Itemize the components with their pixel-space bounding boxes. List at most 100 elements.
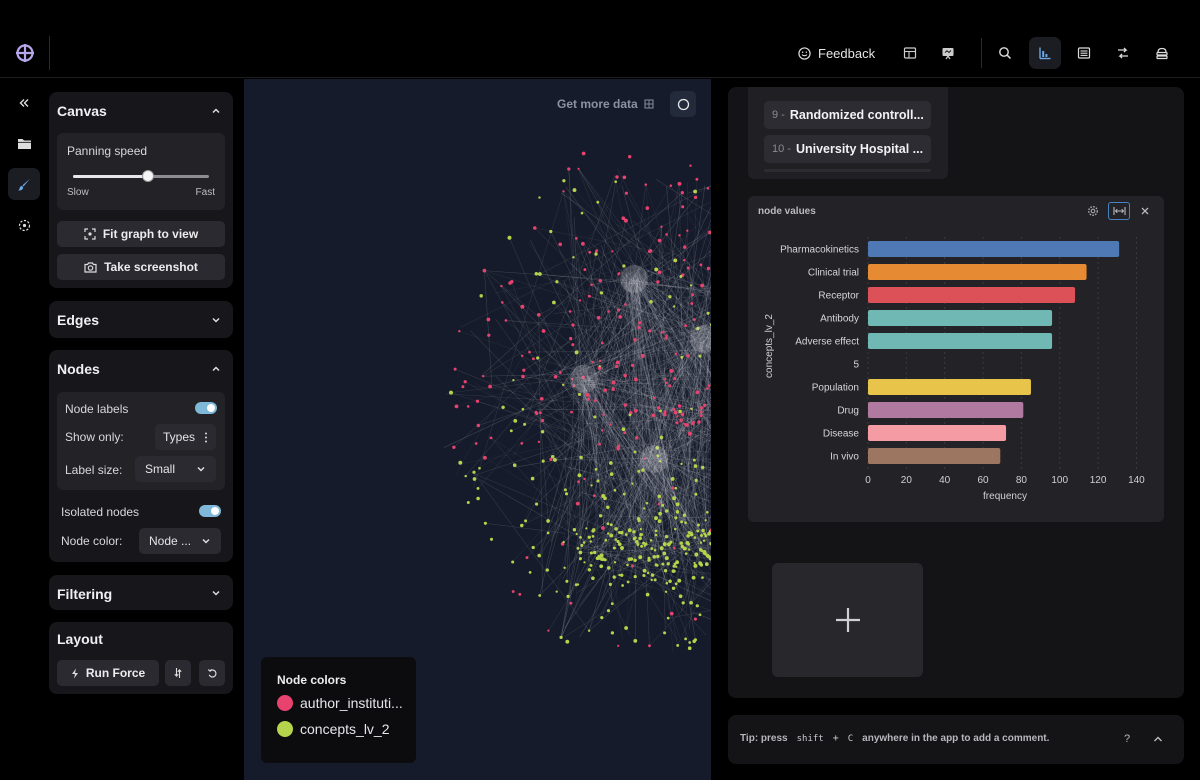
graph-node[interactable]: [622, 175, 627, 180]
graph-node[interactable]: [671, 586, 676, 590]
graph-node[interactable]: [643, 457, 647, 460]
graph-node[interactable]: [709, 528, 711, 532]
graph-node[interactable]: [692, 318, 696, 321]
graph-node[interactable]: [624, 533, 628, 536]
graph-node[interactable]: [636, 517, 641, 521]
graph-node[interactable]: [642, 541, 646, 545]
graph-node[interactable]: [621, 427, 626, 432]
graph-node[interactable]: [699, 410, 703, 414]
graph-node[interactable]: [647, 556, 651, 560]
graph-node[interactable]: [563, 488, 567, 492]
graph-node[interactable]: [564, 492, 569, 496]
chart-close-button[interactable]: [1134, 202, 1156, 220]
chevron-up-icon[interactable]: [1152, 734, 1164, 744]
label-size-dropdown[interactable]: Small: [135, 456, 216, 482]
list-item[interactable]: 9 - Randomized controll...: [764, 101, 931, 129]
graph-node[interactable]: [528, 571, 532, 574]
graph-node[interactable]: [606, 505, 610, 510]
graph-node[interactable]: [665, 381, 668, 384]
graph-node[interactable]: [670, 476, 675, 481]
graph-node[interactable]: [684, 521, 687, 525]
graph-node[interactable]: [482, 455, 487, 460]
graph-node[interactable]: [577, 167, 580, 170]
graph-node[interactable]: [621, 216, 626, 221]
graph-node[interactable]: [630, 363, 635, 368]
graph-node[interactable]: [668, 384, 672, 388]
graph-node[interactable]: [671, 486, 675, 490]
graph-node[interactable]: [664, 336, 668, 340]
graph-node[interactable]: [572, 256, 575, 259]
graph-node[interactable]: [559, 635, 563, 640]
graph-node[interactable]: [643, 544, 647, 547]
graph-node[interactable]: [694, 492, 698, 496]
graph-node[interactable]: [673, 562, 677, 566]
graph-node[interactable]: [674, 516, 678, 520]
graph-node[interactable]: [678, 409, 682, 414]
graph-node[interactable]: [587, 294, 591, 298]
graph-node[interactable]: [639, 527, 642, 531]
graph-node[interactable]: [645, 206, 650, 210]
graph-node[interactable]: [672, 546, 676, 550]
graph-node[interactable]: [664, 509, 669, 513]
graph-node[interactable]: [452, 445, 456, 449]
graph-node[interactable]: [689, 600, 693, 605]
graph-node[interactable]: [476, 496, 480, 501]
graph-node[interactable]: [607, 532, 610, 535]
graph-node[interactable]: [589, 540, 592, 543]
graph-node[interactable]: [680, 412, 685, 417]
graph-node[interactable]: [615, 175, 619, 179]
graph-node[interactable]: [657, 494, 662, 499]
graph-node[interactable]: [667, 542, 671, 547]
graph-node[interactable]: [482, 375, 485, 378]
graph-node[interactable]: [603, 388, 607, 392]
graph-node[interactable]: [619, 530, 624, 535]
graph-node[interactable]: [624, 191, 628, 195]
graph-node[interactable]: [534, 272, 539, 276]
graph-node[interactable]: [638, 555, 643, 560]
graph-node[interactable]: [608, 582, 612, 586]
graph-node[interactable]: [650, 573, 655, 577]
graph-node[interactable]: [679, 418, 683, 422]
graph-node[interactable]: [610, 631, 615, 635]
graph-node[interactable]: [637, 325, 641, 330]
graph-node[interactable]: [565, 579, 569, 583]
graph-node[interactable]: [589, 551, 593, 555]
style-button[interactable]: [8, 168, 40, 200]
fit-graph-button[interactable]: Fit graph to view: [57, 221, 225, 247]
graph-node[interactable]: [535, 502, 539, 506]
graph-node[interactable]: [676, 415, 679, 418]
graph-node[interactable]: [475, 399, 480, 403]
graph-node[interactable]: [562, 179, 566, 183]
graph-node[interactable]: [500, 284, 503, 288]
graph-node[interactable]: [632, 530, 636, 534]
graph-node[interactable]: [675, 421, 679, 425]
graph-node[interactable]: [638, 536, 642, 541]
graph-node[interactable]: [540, 429, 545, 434]
graph-node[interactable]: [585, 527, 588, 530]
graph-node[interactable]: [684, 552, 688, 555]
graph-node[interactable]: [698, 547, 702, 552]
graph-node[interactable]: [699, 533, 704, 538]
graph-node[interactable]: [536, 312, 541, 317]
help-button[interactable]: ?: [1124, 733, 1131, 745]
graph-node[interactable]: [689, 532, 694, 537]
graph-node[interactable]: [555, 590, 558, 593]
graph-node[interactable]: [628, 413, 632, 417]
get-more-data-button[interactable]: Get more data: [557, 97, 654, 111]
graph-node[interactable]: [597, 366, 602, 370]
graph-node[interactable]: [553, 374, 558, 379]
legend-item[interactable]: author_instituti...: [277, 695, 403, 711]
graph-node[interactable]: [693, 464, 698, 468]
graph-node[interactable]: [687, 431, 692, 436]
graph-node[interactable]: [680, 355, 684, 359]
graph-node[interactable]: [663, 412, 667, 417]
graph-node[interactable]: [672, 564, 676, 568]
graph-node[interactable]: [626, 580, 630, 584]
graph-node[interactable]: [594, 399, 597, 402]
graph-node[interactable]: [577, 480, 580, 484]
graph-node[interactable]: [558, 371, 562, 374]
graph-node[interactable]: [593, 415, 597, 419]
panning-speed-track[interactable]: [73, 170, 209, 182]
graph-node[interactable]: [479, 294, 483, 298]
graph-node[interactable]: [698, 613, 702, 617]
